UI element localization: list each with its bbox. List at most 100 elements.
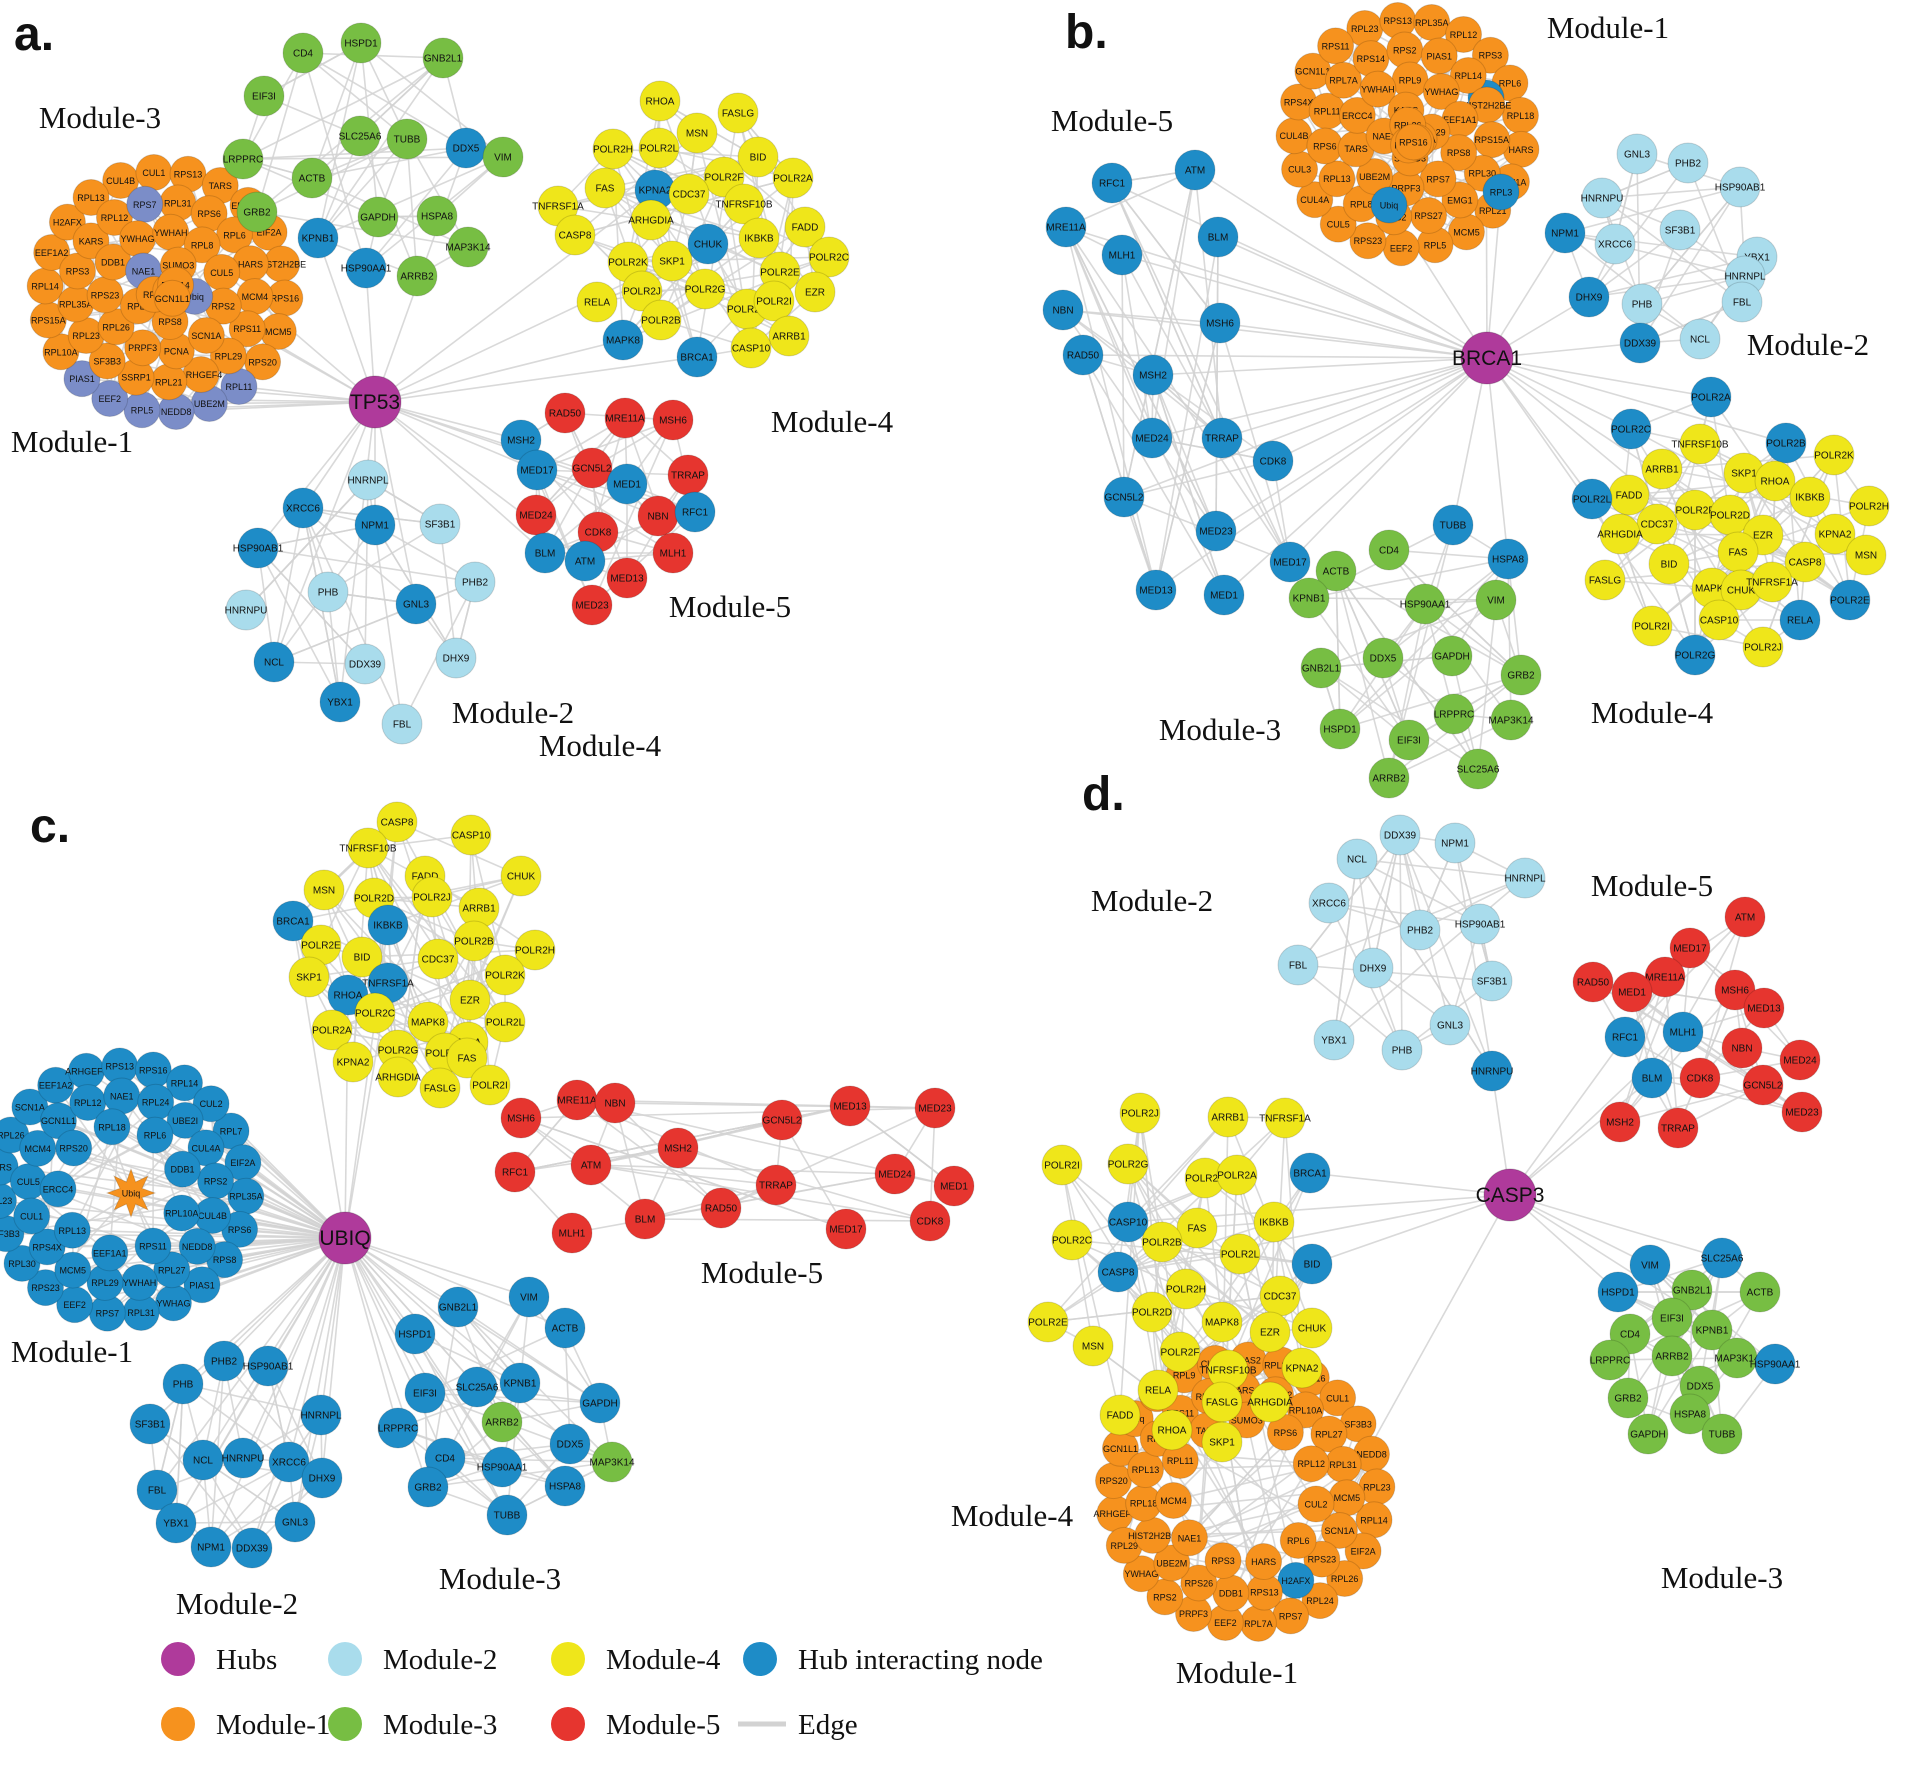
- node-SF3B1: [419, 503, 461, 545]
- edge: [1121, 254, 1153, 439]
- node-POLR2A: [311, 1009, 353, 1051]
- edge: [414, 1333, 508, 1516]
- node-CD4: [282, 32, 324, 74]
- edge: [476, 1386, 601, 1404]
- hub-label-UBIQ: UBIQ: [319, 1227, 370, 1250]
- node-POLR2C: [808, 236, 850, 278]
- node-YWHAH: [152, 213, 190, 251]
- node-FASLG: [717, 92, 759, 134]
- edge: [1339, 558, 1509, 730]
- node-MED23: [1195, 510, 1237, 552]
- node-HSP90AA1: [481, 1446, 523, 1488]
- edge: [302, 507, 403, 725]
- node-EIF3I: [1388, 719, 1430, 761]
- edge: [1356, 858, 1493, 1072]
- node-KPNB1: [297, 217, 339, 259]
- node-SCN1A: [1320, 1511, 1358, 1549]
- node-MED1: [1203, 574, 1245, 616]
- hub-edge: [344, 1237, 521, 1384]
- node-DHX9: [301, 1457, 343, 1499]
- node-HARS: [1245, 1543, 1283, 1581]
- node-POLR2I: [1041, 1144, 1083, 1186]
- node-GAPDH: [357, 196, 399, 238]
- node-NCL: [1679, 318, 1721, 360]
- edge: [528, 1296, 601, 1404]
- node-DDX5: [1362, 637, 1404, 679]
- edge: [292, 875, 522, 922]
- edge: [1297, 834, 1401, 966]
- node-POLR2H: [1165, 1268, 1207, 1310]
- hub-edge: [288, 1237, 346, 1463]
- edge: [677, 1147, 931, 1222]
- edge: [1152, 374, 1274, 462]
- module-label-d-Module-4: Module-4: [951, 1498, 1074, 1533]
- node-POLR2C: [354, 992, 396, 1034]
- edge: [1061, 1164, 1121, 1416]
- node-MSH6: [1714, 969, 1756, 1011]
- edge: [302, 507, 417, 605]
- hub-edge: [257, 401, 376, 549]
- node-POLR2E: [1027, 1301, 1069, 1343]
- hub-edge: [374, 401, 538, 471]
- node-RPL7A: [1239, 1604, 1277, 1642]
- edge: [1297, 964, 1403, 1051]
- edge: [1335, 570, 1341, 730]
- node-DDX39: [1619, 322, 1661, 364]
- node-RHOA: [1754, 460, 1796, 502]
- hub-edge: [320, 1237, 346, 1416]
- node-XRCC6: [1308, 882, 1350, 924]
- hub-edge: [1194, 169, 1488, 359]
- node-YWHAG: [119, 220, 157, 258]
- hub-edge: [1486, 357, 1632, 430]
- edge: [1151, 169, 1196, 439]
- node-RPL31: [1324, 1445, 1362, 1483]
- edge: [1619, 989, 1736, 1123]
- node-HSP90AB1: [1719, 166, 1761, 208]
- node-HSPD1: [1319, 708, 1361, 750]
- node-CASP8: [1784, 541, 1826, 583]
- node-VIM: [1475, 579, 1517, 621]
- node-DHX9: [1568, 276, 1610, 318]
- module-label-b-Module-1: Module-1: [1547, 10, 1669, 45]
- node-POLR2B: [453, 920, 495, 962]
- node-RPS23: [86, 276, 124, 314]
- node-ARHGEF4: [67, 1052, 105, 1090]
- node-BRCA1: [676, 336, 718, 378]
- node-KPNA2: [1814, 513, 1856, 555]
- node-HNRNPL: [347, 459, 389, 501]
- edge: [182, 1383, 322, 1416]
- hub-edge: [344, 1237, 446, 1459]
- edge: [1111, 182, 1221, 324]
- edge: [1619, 976, 1666, 1123]
- node-ARHGDIA: [1249, 1381, 1291, 1423]
- labels-layer: a.Module-1Module-3Module-4Module-2Module…: [11, 6, 1869, 1690]
- node-MED24: [515, 494, 557, 536]
- node-MED1: [933, 1165, 975, 1207]
- edge: [257, 547, 341, 703]
- node-SF3B3: [88, 342, 126, 380]
- node-POLR2H: [514, 929, 556, 971]
- node-ARRB1: [1207, 1096, 1249, 1138]
- node-YWHAG: [1422, 73, 1460, 111]
- node-IKBKB: [1789, 476, 1831, 518]
- node-POLR2E: [1829, 579, 1871, 621]
- node-EIF3I: [404, 1372, 446, 1414]
- legend-swatch-Module-1: [161, 1707, 195, 1741]
- edge: [1117, 1112, 1141, 1273]
- node-GNB2L1: [1671, 1269, 1713, 1311]
- node-RHOA: [639, 80, 681, 122]
- node-HSPD1: [394, 1313, 436, 1355]
- node-BLM: [1197, 216, 1239, 258]
- node-GNB2L1: [422, 37, 464, 79]
- edge: [1308, 597, 1410, 741]
- node-ACTB: [291, 157, 333, 199]
- node-EEF2: [91, 380, 129, 418]
- node-TRRAP: [1657, 1107, 1699, 1149]
- node-Ubiq: [1370, 186, 1408, 224]
- node-RPL5: [123, 391, 161, 429]
- node-EIF3I: [1651, 1297, 1693, 1339]
- hub-edge: [1509, 1194, 1723, 1259]
- node-MCM5: [54, 1251, 92, 1289]
- node-FASLG: [419, 1067, 461, 1109]
